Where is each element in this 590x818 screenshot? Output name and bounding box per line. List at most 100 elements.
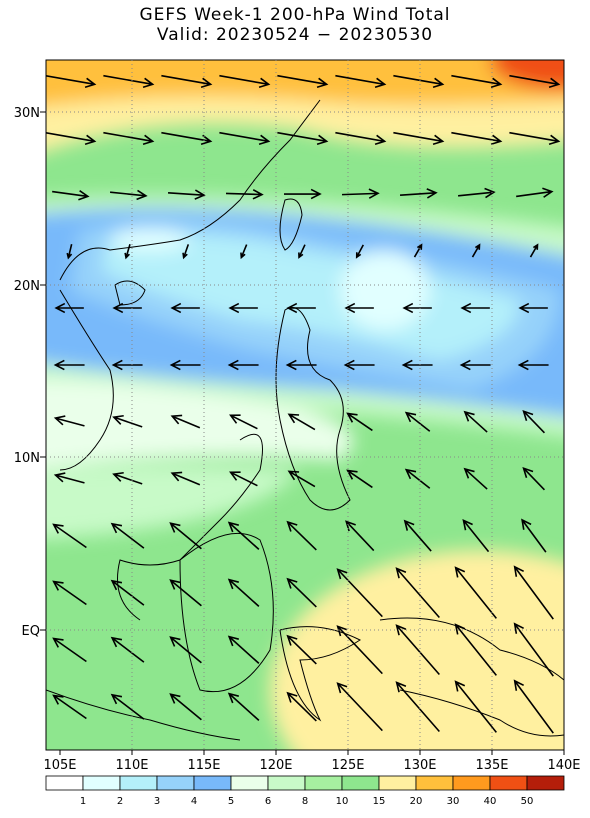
wind-arrow	[225, 189, 264, 200]
colorbar-label: 6	[265, 796, 271, 807]
wind-arrow	[219, 74, 271, 89]
wind-vectors	[46, 74, 561, 734]
lon-label: 135E	[475, 758, 508, 773]
colorbar-box	[193, 775, 232, 791]
wind-arrow	[227, 635, 260, 664]
wind-arrow	[277, 74, 329, 89]
wind-arrow	[454, 623, 497, 676]
wind-arrow	[336, 625, 383, 675]
wind-arrow	[462, 519, 490, 553]
wind-arrow	[52, 580, 87, 606]
wind-arrow	[167, 189, 206, 200]
wind-arrow	[110, 693, 145, 720]
wind-arrow	[463, 410, 488, 433]
colorbar-label: 2	[117, 796, 123, 807]
colorbar-label: 40	[484, 796, 497, 807]
lat-label: EQ	[22, 624, 40, 639]
wind-arrow	[169, 522, 202, 550]
colorbar-label: 30	[447, 796, 460, 807]
wind-arrow	[401, 359, 433, 371]
wind-arrow	[169, 579, 202, 607]
wind-arrow	[454, 566, 497, 619]
wind-field	[46, 60, 564, 750]
colorbar-box	[230, 775, 269, 791]
lon-label: 110E	[115, 758, 148, 773]
wind-arrow	[513, 622, 554, 677]
wind-arrow	[170, 414, 201, 429]
wind-arrow	[110, 522, 145, 549]
wind-arrow	[124, 244, 131, 260]
wind-arrow	[46, 74, 97, 89]
wind-arrow	[344, 302, 374, 314]
wind-arrow	[182, 244, 190, 260]
colorbar-box	[45, 775, 84, 791]
wind-arrow	[169, 636, 202, 664]
axes: 30N 20N 10N EQ 105E 110E 115E 120E 125E 130E 135E 1…	[14, 60, 581, 773]
wind-arrow	[110, 579, 145, 606]
wind-arrow	[513, 679, 554, 734]
wind-arrow	[161, 131, 213, 146]
wind-arrow	[335, 131, 387, 146]
wind-arrow	[52, 190, 90, 201]
wind-arrow	[110, 189, 148, 201]
wind-arrow	[451, 131, 503, 146]
wind-arrow	[298, 244, 306, 259]
wind-arrow	[286, 577, 317, 608]
wind-arrow	[522, 466, 546, 491]
lon-label: 140E	[547, 758, 580, 773]
wind-arrow	[286, 302, 316, 314]
wind-arrow	[509, 131, 561, 146]
lat-label: 10N	[14, 451, 40, 466]
wind-arrow	[451, 74, 503, 89]
wind-arrow	[336, 682, 383, 732]
colorbar-label: 50	[521, 796, 534, 807]
wind-arrow	[521, 518, 547, 553]
wind-arrow	[53, 359, 85, 371]
wind-arrow	[54, 302, 84, 314]
wind-arrow	[169, 693, 202, 721]
wind-arrow	[345, 520, 375, 552]
wind-arrow	[287, 470, 316, 488]
wind-arrow	[529, 243, 539, 258]
coastlines	[46, 99, 564, 741]
wind-arrow	[460, 302, 490, 314]
colorbar-label: 15	[373, 796, 386, 807]
wind-arrow	[52, 523, 87, 549]
wind-arrow	[395, 681, 440, 733]
wind-arrow	[393, 131, 445, 146]
wind-arrow	[517, 359, 549, 371]
colorbar-label: 10	[336, 796, 349, 807]
lat-label: 20N	[14, 279, 40, 294]
wind-arrow	[341, 188, 380, 199]
wind-arrow	[229, 414, 258, 430]
wind-arrow	[52, 694, 87, 720]
colorbar-box	[489, 775, 528, 791]
wind-arrow	[518, 302, 548, 314]
wind-arrow	[404, 468, 431, 489]
wind-arrow	[52, 637, 87, 663]
wind-arrow	[286, 691, 317, 722]
colorbar-box	[82, 775, 121, 791]
wind-arrow	[240, 244, 248, 260]
wind-arrow	[459, 359, 491, 371]
wind-arrow	[103, 74, 155, 89]
colorbar-box	[267, 775, 306, 791]
wind-arrow	[112, 414, 143, 428]
wind-arrow	[346, 412, 373, 432]
wind-arrow	[343, 359, 375, 371]
wind-arrow	[355, 244, 364, 259]
wind-arrow	[219, 131, 271, 146]
wind-arrow	[227, 692, 260, 721]
wind-arrow	[395, 567, 440, 619]
wind-arrow	[463, 467, 488, 490]
wind-arrow	[287, 413, 316, 431]
wind-arrow	[283, 188, 322, 200]
wind-arrow	[454, 680, 497, 733]
title: GEFS Week-1 200-hPa Wind Total	[139, 5, 450, 25]
wind-arrow	[393, 74, 445, 89]
wind-arrow	[227, 521, 260, 550]
wind-arrow	[399, 188, 438, 199]
colorbar-box	[526, 775, 565, 791]
wind-arrow	[103, 131, 155, 146]
